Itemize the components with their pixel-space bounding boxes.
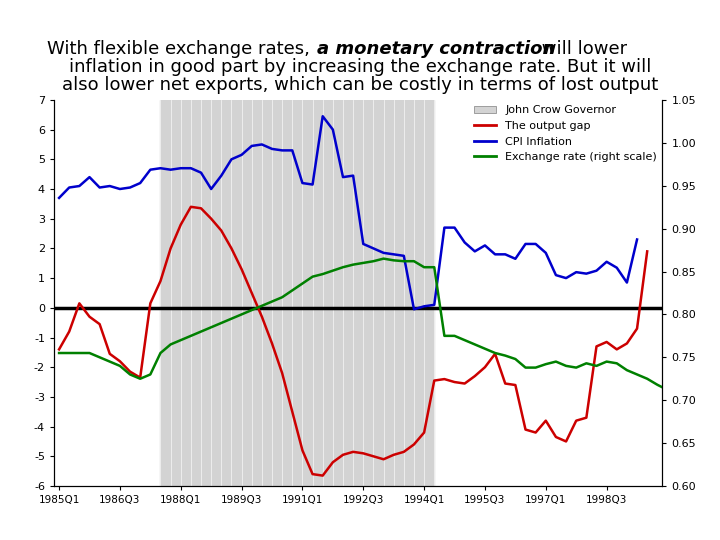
- Bar: [161, 100, 434, 486]
- Legend: John Crow Governor, The output gap, CPI Inflation, Exchange rate (right scale): John Crow Governor, The output gap, CPI …: [474, 105, 657, 162]
- Text: inflation in good part by increasing the exchange rate. But it will: inflation in good part by increasing the…: [69, 58, 651, 76]
- Text: also lower net exports, which can be costly in terms of lost output: also lower net exports, which can be cos…: [62, 76, 658, 93]
- Text: will lower: will lower: [536, 40, 628, 58]
- Text: With flexible exchange rates,: With flexible exchange rates,: [47, 40, 315, 58]
- Text: a monetary contraction: a monetary contraction: [317, 40, 555, 58]
